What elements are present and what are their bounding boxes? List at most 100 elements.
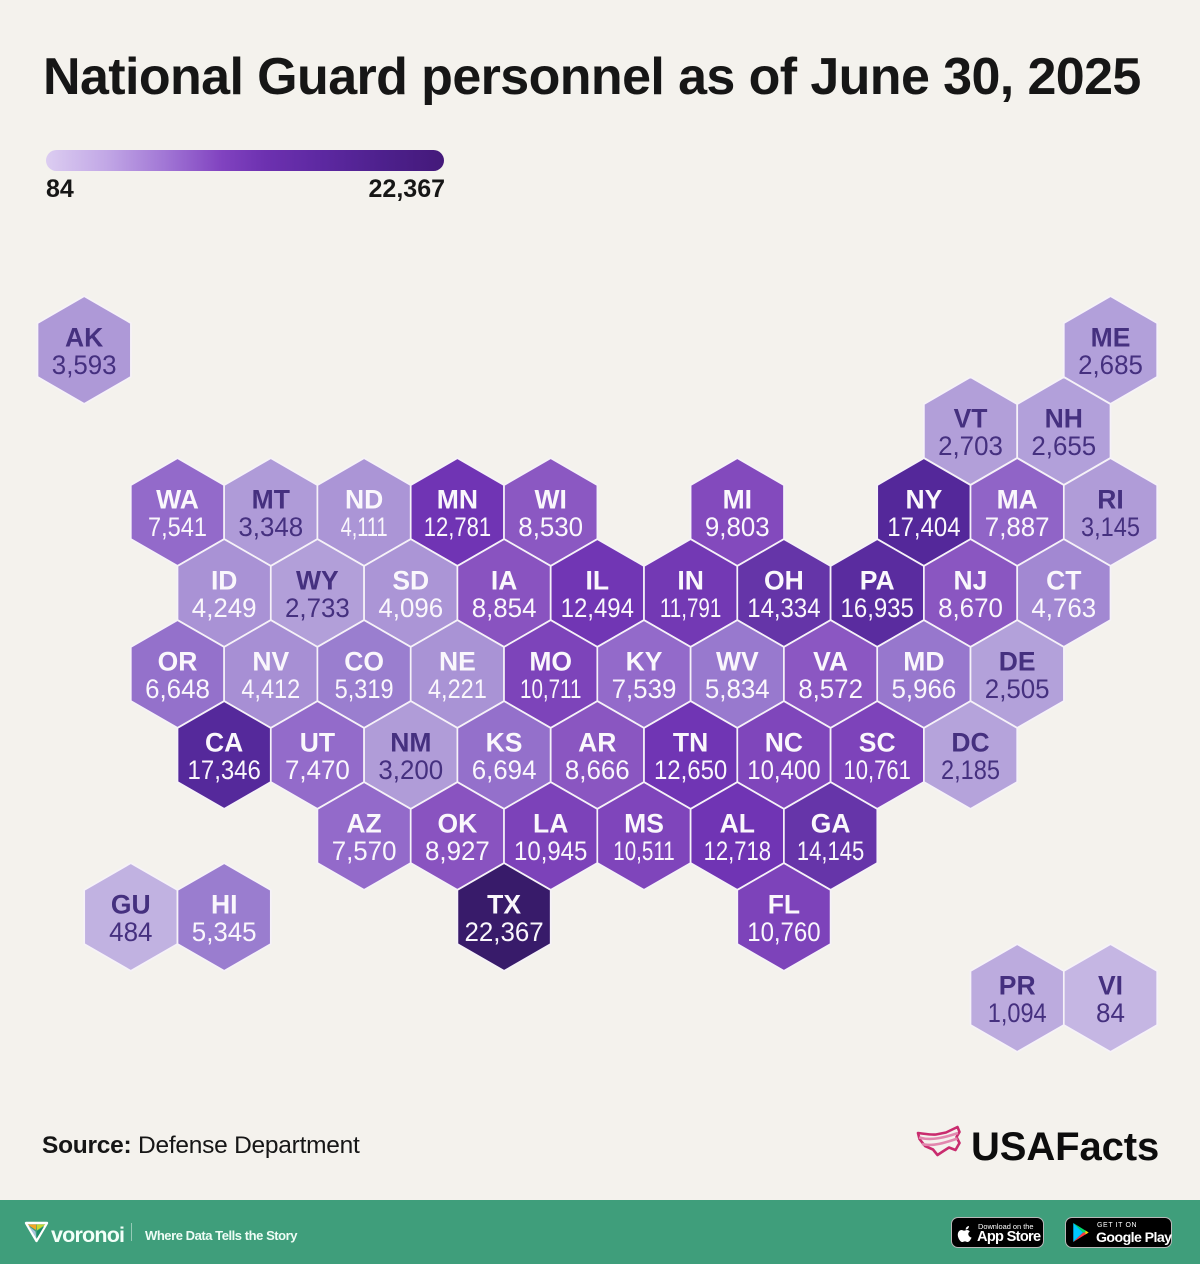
svg-text:3,348: 3,348 bbox=[238, 512, 303, 542]
svg-text:8,666: 8,666 bbox=[565, 755, 630, 785]
svg-text:7,887: 7,887 bbox=[985, 512, 1050, 542]
svg-text:DE: DE bbox=[999, 647, 1036, 677]
svg-text:DC: DC bbox=[951, 728, 989, 758]
svg-text:MT: MT bbox=[252, 485, 290, 515]
svg-text:17,346: 17,346 bbox=[188, 755, 261, 785]
svg-text:9,803: 9,803 bbox=[705, 512, 770, 542]
svg-text:WV: WV bbox=[716, 647, 759, 677]
svg-text:6,694: 6,694 bbox=[472, 755, 537, 785]
svg-text:SD: SD bbox=[392, 566, 429, 596]
svg-text:8,572: 8,572 bbox=[798, 674, 863, 704]
svg-text:TX: TX bbox=[487, 890, 521, 920]
svg-text:PR: PR bbox=[999, 971, 1036, 1001]
svg-text:CT: CT bbox=[1046, 566, 1081, 596]
svg-text:UT: UT bbox=[300, 728, 335, 758]
svg-text:NC: NC bbox=[765, 728, 803, 758]
svg-text:IL: IL bbox=[586, 566, 610, 596]
svg-text:AR: AR bbox=[578, 728, 616, 758]
svg-text:MI: MI bbox=[723, 485, 752, 515]
svg-text:5,966: 5,966 bbox=[892, 674, 957, 704]
svg-text:2,505: 2,505 bbox=[985, 674, 1050, 704]
svg-text:NJ: NJ bbox=[954, 566, 988, 596]
svg-text:2,655: 2,655 bbox=[1031, 431, 1096, 461]
svg-text:7,470: 7,470 bbox=[285, 755, 350, 785]
svg-text:3,145: 3,145 bbox=[1081, 512, 1140, 542]
svg-text:8,530: 8,530 bbox=[518, 512, 583, 542]
svg-text:WI: WI bbox=[535, 485, 567, 515]
svg-text:KY: KY bbox=[626, 647, 663, 677]
svg-text:8,854: 8,854 bbox=[472, 593, 537, 623]
svg-text:MO: MO bbox=[529, 647, 572, 677]
svg-text:3,593: 3,593 bbox=[52, 350, 117, 380]
svg-text:4,221: 4,221 bbox=[428, 674, 487, 704]
svg-text:3,200: 3,200 bbox=[378, 755, 443, 785]
svg-text:USAFacts: USAFacts bbox=[971, 1125, 1159, 1168]
svg-text:PA: PA bbox=[860, 566, 895, 596]
svg-text:RI: RI bbox=[1097, 485, 1124, 515]
svg-text:VT: VT bbox=[954, 404, 988, 434]
svg-text:AK: AK bbox=[65, 323, 103, 353]
svg-text:NE: NE bbox=[439, 647, 476, 677]
svg-text:NM: NM bbox=[390, 728, 431, 758]
svg-text:12,650: 12,650 bbox=[654, 755, 727, 785]
svg-text:WA: WA bbox=[156, 485, 199, 515]
svg-text:7,570: 7,570 bbox=[332, 836, 397, 866]
svg-text:GA: GA bbox=[811, 809, 851, 839]
svg-text:5,834: 5,834 bbox=[705, 674, 770, 704]
svg-text:12,494: 12,494 bbox=[561, 593, 634, 623]
svg-text:10,945: 10,945 bbox=[514, 836, 587, 866]
svg-text:SC: SC bbox=[859, 728, 896, 758]
svg-text:MA: MA bbox=[997, 485, 1038, 515]
svg-text:4,763: 4,763 bbox=[1031, 593, 1096, 623]
svg-text:10,761: 10,761 bbox=[844, 755, 911, 785]
svg-text:GU: GU bbox=[111, 890, 151, 920]
svg-text:4,249: 4,249 bbox=[192, 593, 257, 623]
svg-text:4,111: 4,111 bbox=[341, 512, 388, 542]
svg-text:14,145: 14,145 bbox=[797, 836, 864, 866]
svg-text:2,185: 2,185 bbox=[941, 755, 1000, 785]
svg-text:WY: WY bbox=[296, 566, 339, 596]
svg-text:CA: CA bbox=[205, 728, 243, 758]
svg-text:10,511: 10,511 bbox=[613, 836, 674, 866]
svg-text:ME: ME bbox=[1091, 323, 1131, 353]
svg-text:LA: LA bbox=[533, 809, 568, 839]
svg-text:CO: CO bbox=[344, 647, 384, 677]
svg-text:OR: OR bbox=[158, 647, 198, 677]
svg-text:KS: KS bbox=[486, 728, 523, 758]
svg-text:IN: IN bbox=[677, 566, 704, 596]
svg-text:22,367: 22,367 bbox=[465, 917, 544, 947]
svg-text:10,400: 10,400 bbox=[747, 755, 820, 785]
svg-text:IA: IA bbox=[491, 566, 518, 596]
svg-text:1,094: 1,094 bbox=[988, 998, 1047, 1028]
svg-text:8,927: 8,927 bbox=[425, 836, 490, 866]
svg-text:HI: HI bbox=[211, 890, 238, 920]
svg-text:ND: ND bbox=[345, 485, 383, 515]
svg-text:4,096: 4,096 bbox=[378, 593, 443, 623]
svg-text:AL: AL bbox=[720, 809, 755, 839]
svg-text:OH: OH bbox=[764, 566, 804, 596]
svg-text:5,345: 5,345 bbox=[192, 917, 257, 947]
svg-text:12,781: 12,781 bbox=[424, 512, 491, 542]
svg-text:ID: ID bbox=[211, 566, 238, 596]
svg-text:8,670: 8,670 bbox=[938, 593, 1003, 623]
svg-text:12,718: 12,718 bbox=[704, 836, 771, 866]
svg-text:MN: MN bbox=[437, 485, 478, 515]
svg-text:OK: OK bbox=[438, 809, 478, 839]
svg-text:TN: TN bbox=[673, 728, 708, 758]
svg-text:MD: MD bbox=[903, 647, 944, 677]
svg-text:2,703: 2,703 bbox=[938, 431, 1003, 461]
svg-text:NV: NV bbox=[252, 647, 289, 677]
svg-text:84: 84 bbox=[1096, 998, 1125, 1028]
svg-text:4,412: 4,412 bbox=[241, 674, 300, 704]
svg-text:VI: VI bbox=[1098, 971, 1123, 1001]
svg-text:6,648: 6,648 bbox=[145, 674, 210, 704]
svg-text:484: 484 bbox=[109, 917, 152, 947]
svg-text:2,733: 2,733 bbox=[285, 593, 350, 623]
svg-text:10,711: 10,711 bbox=[520, 674, 581, 704]
svg-text:17,404: 17,404 bbox=[887, 512, 960, 542]
svg-text:5,319: 5,319 bbox=[335, 674, 394, 704]
svg-text:NH: NH bbox=[1045, 404, 1083, 434]
svg-text:11,791: 11,791 bbox=[660, 593, 721, 623]
svg-text:NY: NY bbox=[905, 485, 942, 515]
svg-text:MS: MS bbox=[624, 809, 664, 839]
